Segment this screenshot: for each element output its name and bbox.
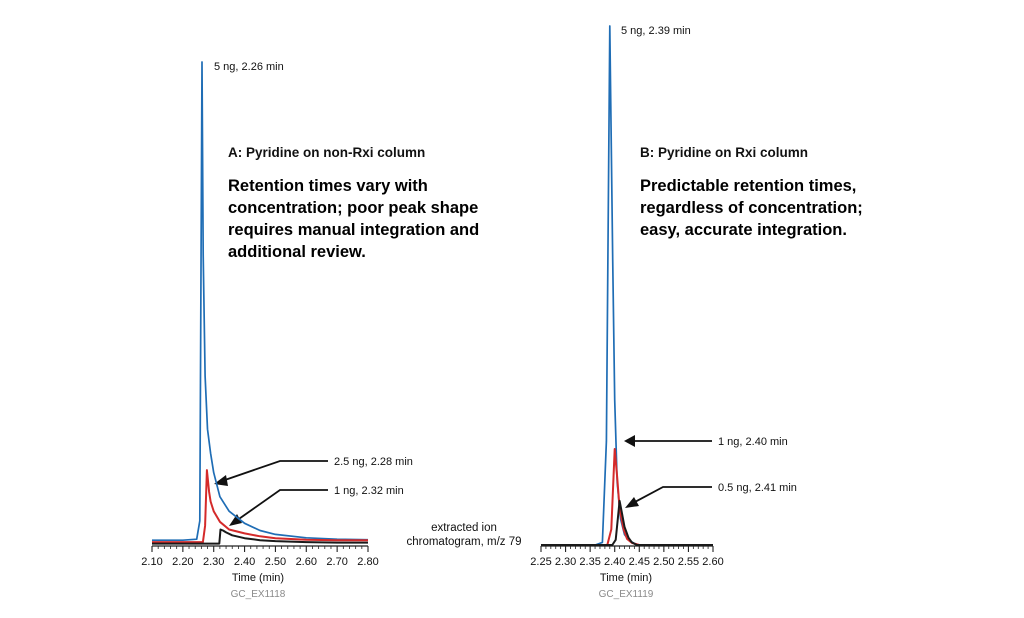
panel-a-annotation-2-5ng: 2.5 ng, 2.28 min (334, 456, 413, 468)
panel-b-series-0-5-ng-line (541, 499, 713, 546)
panel-a-title: A: Pyridine on non-Rxi column (228, 145, 425, 160)
panel-a-figure-code: GC_EX1118 (231, 589, 286, 600)
panel-a-tick-label: 2.80 (357, 556, 378, 568)
panel-a: A: Pyridine on non-Rxi column Retention … (141, 61, 479, 600)
extracted-ion-note-line-1: extracted ion (431, 522, 497, 534)
panel-b-tick-label: 2.35 (579, 556, 600, 568)
panel-b-arrow-0-5ng (632, 486, 712, 504)
panel-b-x-axis-title: Time (min) (600, 572, 652, 584)
panel-b-figure-code: GC_EX1119 (599, 589, 654, 600)
panel-a-annotation-5ng: 5 ng, 2.26 min (214, 61, 284, 73)
panel-b-annotation-1ng: 1 ng, 2.40 min (718, 436, 788, 448)
panel-a-blurb-line-1: Retention times vary with (228, 177, 428, 195)
panel-a-x-axis-title: Time (min) (232, 572, 284, 584)
panel-a-arrow-1ng (235, 489, 328, 522)
panel-b-tick-label: 2.55 (678, 556, 699, 568)
panel-a-tick-label: 2.30 (203, 556, 224, 568)
panel-b-series-1-ng-line (541, 448, 713, 546)
panel-a-tick-label: 2.50 (265, 556, 286, 568)
panel-b-arrowhead-0-5ng (625, 497, 639, 508)
panel-b-blurb-line-1: Predictable retention times, (640, 177, 856, 195)
panel-a-blurb-line-2: concentration; poor peak shape (228, 199, 478, 217)
panel-b-series-5-ng-line (541, 25, 713, 546)
panel-a-blurb-line-4: additional review. (228, 243, 366, 261)
panel-b-blurb-line-3: easy, accurate integration. (640, 221, 847, 239)
panel-a-series-2-5-ng-line (152, 469, 368, 544)
panel-a-arrowhead-1ng (229, 514, 242, 526)
panel-a-annotation-1ng: 1 ng, 2.32 min (334, 485, 404, 497)
panel-b-tick-label: 2.25 (530, 556, 551, 568)
panel-a-tick-label: 2.10 (141, 556, 162, 568)
panel-b-tick-label: 2.30 (555, 556, 576, 568)
panel-a-tick-label: 2.60 (296, 556, 317, 568)
panel-b-blurb-line-2: regardless of concentration; (640, 199, 863, 217)
panel-b-tick-label: 2.60 (702, 556, 723, 568)
panel-a-tick-label: 2.40 (234, 556, 255, 568)
panel-b-annotation-0-5ng: 0.5 ng, 2.41 min (718, 482, 797, 494)
panel-b: B: Pyridine on Rxi column Predictable re… (530, 25, 863, 600)
panel-a-series-1-ng-line (152, 528, 368, 545)
panel-b-tick-label: 2.40 (604, 556, 625, 568)
panel-a-tick-label: 2.70 (326, 556, 347, 568)
panel-b-annotation-5ng: 5 ng, 2.39 min (621, 25, 691, 37)
extracted-ion-note-line-2: chromatogram, m/z 79 (406, 536, 521, 548)
panel-b-plot: 2.25 2.30 2.35 2.40 2.45 2.50 2.55 2.60 (530, 25, 724, 568)
panel-a-tick-label: 2.20 (172, 556, 193, 568)
panel-a-series-5-ng-line (152, 61, 369, 542)
panel-b-tick-label: 2.50 (653, 556, 674, 568)
panel-a-arrowhead-2-5ng (214, 475, 228, 486)
panel-b-title: B: Pyridine on Rxi column (640, 145, 808, 160)
panel-a-plot: 2.10 2.20 2.30 2.40 2.50 2.60 2.70 2.80 (141, 61, 379, 568)
panel-a-blurb-line-3: requires manual integration and (228, 221, 479, 239)
panel-b-tick-label: 2.45 (629, 556, 650, 568)
panel-a-arrow-2-5ng (221, 460, 328, 482)
panel-b-arrowhead-1ng (624, 435, 635, 447)
